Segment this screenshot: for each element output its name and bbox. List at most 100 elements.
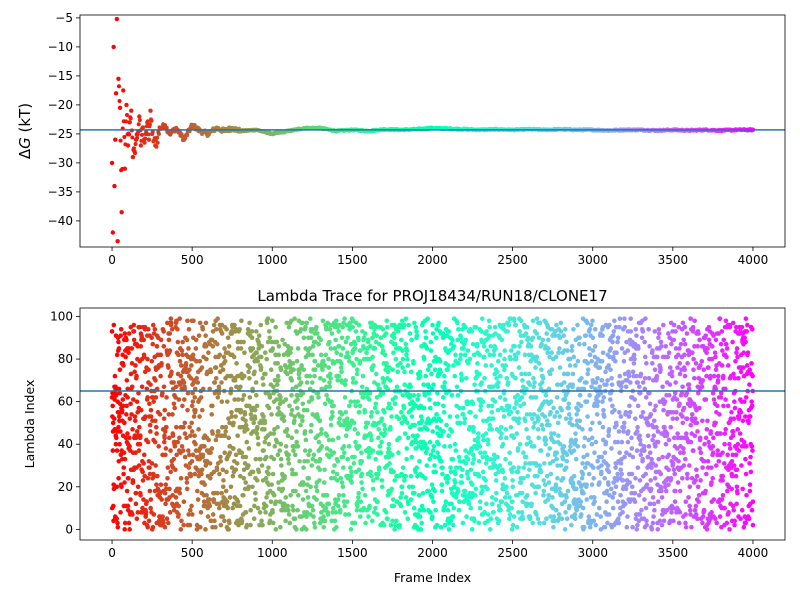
lambda-point xyxy=(386,370,391,375)
lambda-point xyxy=(539,448,544,453)
lambda-point xyxy=(463,325,468,330)
lambda-point xyxy=(445,474,450,479)
lambda-point xyxy=(685,331,690,336)
lambda-point xyxy=(373,457,378,462)
lambda-point xyxy=(263,421,268,426)
lambda-point xyxy=(525,325,530,330)
lambda-point xyxy=(212,519,217,524)
lambda-point xyxy=(345,350,350,355)
lambda-point xyxy=(551,525,556,530)
lambda-point xyxy=(698,363,703,368)
lambda-point xyxy=(546,497,551,502)
lambda-point xyxy=(494,478,499,483)
lambda-point xyxy=(704,472,709,477)
lambda-point xyxy=(312,453,317,458)
lambda-point xyxy=(633,327,638,332)
lambda-point xyxy=(643,355,648,360)
lambda-point xyxy=(316,395,321,400)
lambda-point xyxy=(304,527,309,532)
lambda-point xyxy=(647,344,652,349)
lambda-point xyxy=(588,427,593,432)
lambda-point xyxy=(665,431,670,436)
lambda-point xyxy=(606,463,611,468)
lambda-point xyxy=(362,410,367,415)
lambda-point xyxy=(580,427,585,432)
lambda-point xyxy=(684,525,689,530)
lambda-point xyxy=(651,521,656,526)
lambda-point xyxy=(432,444,437,449)
lambda-point xyxy=(200,467,205,472)
lambda-point xyxy=(459,335,464,340)
lambda-point xyxy=(230,506,235,511)
lambda-point xyxy=(729,410,734,415)
lambda-point xyxy=(617,450,622,455)
lambda-point xyxy=(627,374,632,379)
lambda-point xyxy=(336,504,341,509)
lambda-point xyxy=(644,361,649,366)
lambda-point xyxy=(337,416,342,421)
delta-g-point xyxy=(137,114,141,118)
lambda-point xyxy=(179,374,184,379)
lambda-point xyxy=(512,344,517,349)
delta-g-y-tick-label: −5 xyxy=(55,11,73,25)
lambda-point xyxy=(528,516,533,521)
lambda-point xyxy=(547,480,552,485)
lambda-point xyxy=(331,404,336,409)
lambda-point xyxy=(516,446,521,451)
lambda-point xyxy=(149,359,154,364)
lambda-point xyxy=(401,465,406,470)
lambda-point xyxy=(202,482,207,487)
lambda-point xyxy=(406,502,411,507)
lambda-point xyxy=(581,506,586,511)
lambda-point xyxy=(269,412,274,417)
lambda-point xyxy=(697,338,702,343)
lambda-point xyxy=(736,442,741,447)
lambda-point xyxy=(497,504,502,509)
lambda-point xyxy=(163,502,168,507)
lambda-point xyxy=(211,344,216,349)
lambda-point xyxy=(523,353,528,358)
lambda-point xyxy=(603,370,608,375)
lambda-point xyxy=(176,512,181,517)
lambda-point xyxy=(150,342,155,347)
lambda-point xyxy=(500,499,505,504)
lambda-point xyxy=(710,476,715,481)
lambda-point xyxy=(281,487,286,492)
lambda-point xyxy=(690,350,695,355)
lambda-point xyxy=(564,416,569,421)
lambda-point xyxy=(183,455,188,460)
lambda-point xyxy=(198,359,203,364)
lambda-point xyxy=(127,527,132,532)
lambda-point xyxy=(141,478,146,483)
lambda-point xyxy=(671,461,676,466)
lambda-point xyxy=(469,467,474,472)
lambda-point xyxy=(392,331,397,336)
lambda-point xyxy=(289,346,294,351)
lambda-point xyxy=(664,442,669,447)
delta-g-point xyxy=(121,88,125,92)
lambda-point xyxy=(373,506,378,511)
lambda-point xyxy=(559,329,564,334)
lambda-point xyxy=(657,331,662,336)
lambda-point xyxy=(697,406,702,411)
lambda-point xyxy=(488,423,493,428)
lambda-point xyxy=(713,355,718,360)
delta-g-point xyxy=(125,113,129,117)
lambda-point xyxy=(221,514,226,519)
lambda-point xyxy=(495,384,500,389)
lambda-point xyxy=(301,465,306,470)
lambda-point xyxy=(263,372,268,377)
lambda-point xyxy=(537,521,542,526)
lambda-point xyxy=(330,414,335,419)
lambda-point xyxy=(712,374,717,379)
lambda-point xyxy=(535,474,540,479)
lambda-point xyxy=(225,506,230,511)
lambda-point xyxy=(707,338,712,343)
lambda-point xyxy=(389,523,394,528)
lambda-point xyxy=(453,472,458,477)
lambda-point xyxy=(648,450,653,455)
lambda-point xyxy=(660,455,665,460)
lambda-point xyxy=(177,316,182,321)
lambda-point xyxy=(497,519,502,524)
lambda-point xyxy=(311,508,316,513)
